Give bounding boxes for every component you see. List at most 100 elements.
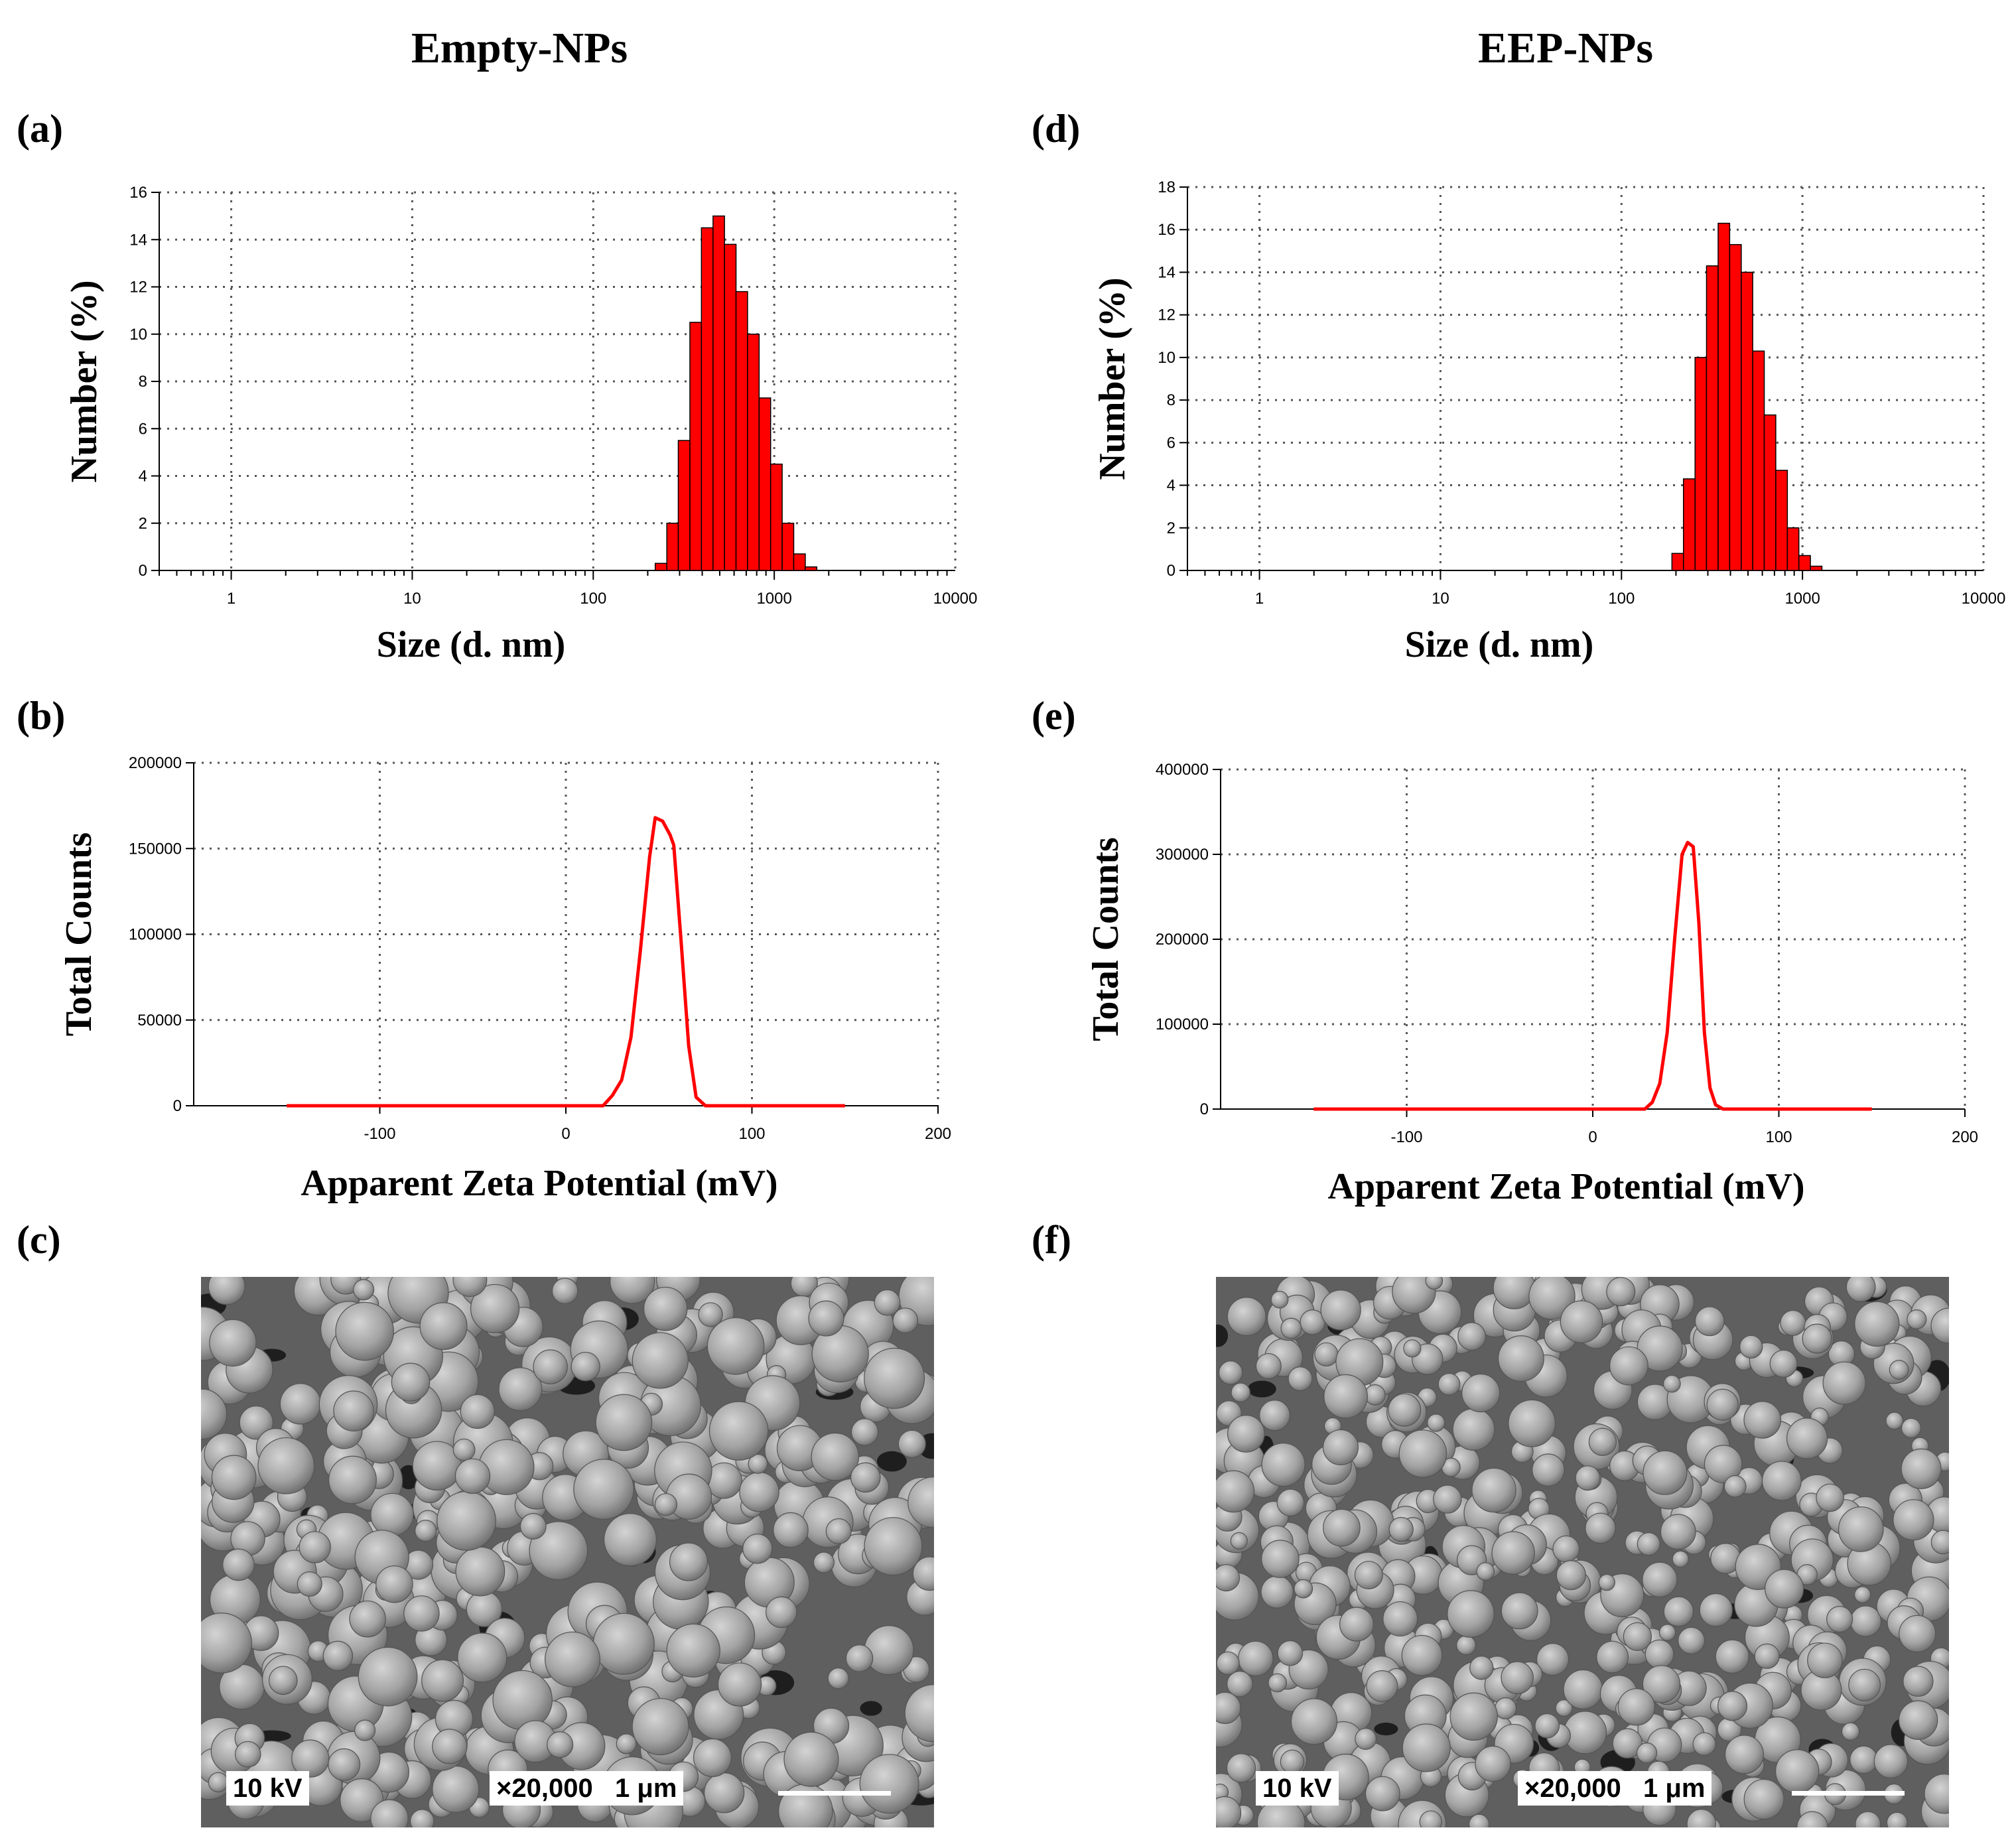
sem-particle — [1365, 1776, 1400, 1812]
sem-particle — [1238, 1640, 1274, 1677]
sem-particle — [1230, 1532, 1248, 1550]
sem-particle — [349, 1600, 386, 1638]
sem-particle — [1555, 1699, 1573, 1717]
x-tick-label: -100 — [1390, 1128, 1422, 1146]
x-tick-label: 10 — [1432, 590, 1449, 608]
sem-particle — [1447, 1590, 1495, 1638]
histogram-bar — [1706, 265, 1719, 571]
sem-particle — [1536, 1643, 1570, 1676]
sem-scale: 1 μm — [1643, 1774, 1706, 1803]
panel-label-e: (e) — [1032, 694, 1076, 738]
histogram-bar — [1786, 527, 1800, 571]
sem-particle — [1392, 1277, 1436, 1314]
y-tick-label: 150000 — [129, 840, 182, 858]
y-tick-label: 400000 — [1156, 761, 1209, 779]
sem-particle — [864, 1625, 914, 1676]
panel-label-b: (b) — [17, 694, 66, 738]
histogram-bar — [770, 463, 783, 571]
sem-particle — [1637, 1532, 1660, 1556]
sem-magnification-label: ×20,000 1 μm — [1518, 1771, 1712, 1806]
sem-particle — [1534, 1713, 1560, 1739]
y-tick-label: 16 — [1158, 221, 1175, 239]
x-tick-label: 0 — [1588, 1128, 1597, 1146]
sem-particle — [1290, 1698, 1337, 1745]
panel-label-d: (d) — [1032, 107, 1081, 151]
y-tick-label: 100000 — [129, 926, 182, 944]
sem-particle — [354, 1719, 376, 1741]
histogram-bar — [689, 322, 703, 571]
sem-particle — [1475, 1745, 1511, 1782]
sem-particle — [813, 1551, 835, 1573]
x-tick-label: 0 — [561, 1125, 570, 1143]
sem-particle — [529, 1521, 588, 1581]
sem-particle — [533, 1349, 568, 1384]
x-tick-label: 1000 — [756, 590, 791, 608]
sem-particle — [457, 1632, 507, 1683]
sem-particle — [1339, 1607, 1375, 1642]
sem-particle — [1419, 1810, 1443, 1827]
sem-particle — [410, 1809, 435, 1827]
sem-particle — [1433, 1485, 1462, 1514]
sem-particle — [632, 1697, 689, 1756]
sem-particle — [859, 1754, 919, 1814]
x-axis-label: Apparent Zeta Potential (mV) — [301, 1163, 777, 1204]
sem-particle — [1849, 1605, 1882, 1637]
histogram-bar — [758, 397, 772, 571]
sem-particle — [547, 1731, 574, 1758]
sem-particle — [1853, 1586, 1871, 1603]
y-tick-label: 18 — [1158, 178, 1175, 196]
sem-particle — [1471, 1467, 1516, 1513]
x-tick-label: 100 — [738, 1125, 765, 1143]
sem-particle — [1588, 1427, 1617, 1456]
sem-particle — [1660, 1514, 1696, 1550]
sem-particle — [1366, 1670, 1398, 1703]
sem-particle — [1491, 1531, 1535, 1575]
sem-particle — [1907, 1309, 1927, 1330]
sem-particle — [808, 1300, 844, 1337]
sem-particle — [208, 1772, 229, 1793]
sem-particle — [1893, 1499, 1934, 1541]
sem-particle — [1320, 1289, 1361, 1331]
sem-particle — [1754, 1643, 1780, 1669]
sem-image-eep-nps: 10 kV ×20,000 1 μm — [1216, 1277, 1949, 1827]
sem-particle — [1456, 1635, 1477, 1656]
y-tick-label: 300000 — [1156, 846, 1209, 864]
sem-particle — [1497, 1335, 1544, 1382]
y-tick-label: 2 — [139, 515, 147, 533]
sem-particle — [322, 1640, 354, 1672]
sem-particle — [1449, 1692, 1498, 1741]
sem-particle — [1216, 1691, 1241, 1725]
zeta-curve — [287, 816, 845, 1108]
y-tick-label: 0 — [1167, 562, 1175, 580]
x-axis-label: Size (d. nm) — [1405, 624, 1594, 665]
sem-particle — [1636, 1743, 1658, 1764]
sem-particle — [1826, 1605, 1853, 1633]
chart-e: -100 0 100 200 0 100000 200000 300000 400000 Appa… — [1085, 761, 1978, 1207]
histogram-bar — [735, 291, 748, 571]
y-tick-label: 200000 — [1156, 931, 1209, 949]
sem-particle — [1739, 1335, 1763, 1359]
y-tick-label: 12 — [129, 279, 147, 297]
sem-particle — [1723, 1475, 1747, 1498]
sem-particle — [845, 1644, 874, 1672]
sem-particle — [864, 1517, 923, 1576]
sem-particle — [654, 1492, 678, 1516]
sem-particle — [1323, 1374, 1368, 1419]
histogram-bar — [666, 523, 679, 571]
sem-particle — [1227, 1670, 1253, 1697]
sem-particles — [1216, 1277, 1949, 1827]
sem-particle — [1216, 1564, 1241, 1592]
sem-particle — [268, 1666, 298, 1695]
x-tick-label: -100 — [364, 1125, 395, 1143]
sem-particle — [1231, 1382, 1250, 1402]
sem-particle — [1854, 1301, 1900, 1347]
sem-particle — [904, 1684, 934, 1743]
sem-particle — [455, 1546, 505, 1597]
sem-particle — [1743, 1778, 1784, 1820]
sem-particle — [1924, 1773, 1949, 1814]
sem-particle — [1609, 1346, 1648, 1386]
sem-particle — [436, 1490, 497, 1551]
sem-magnification: ×20,000 — [1524, 1774, 1621, 1803]
sem-particle — [1508, 1399, 1556, 1447]
